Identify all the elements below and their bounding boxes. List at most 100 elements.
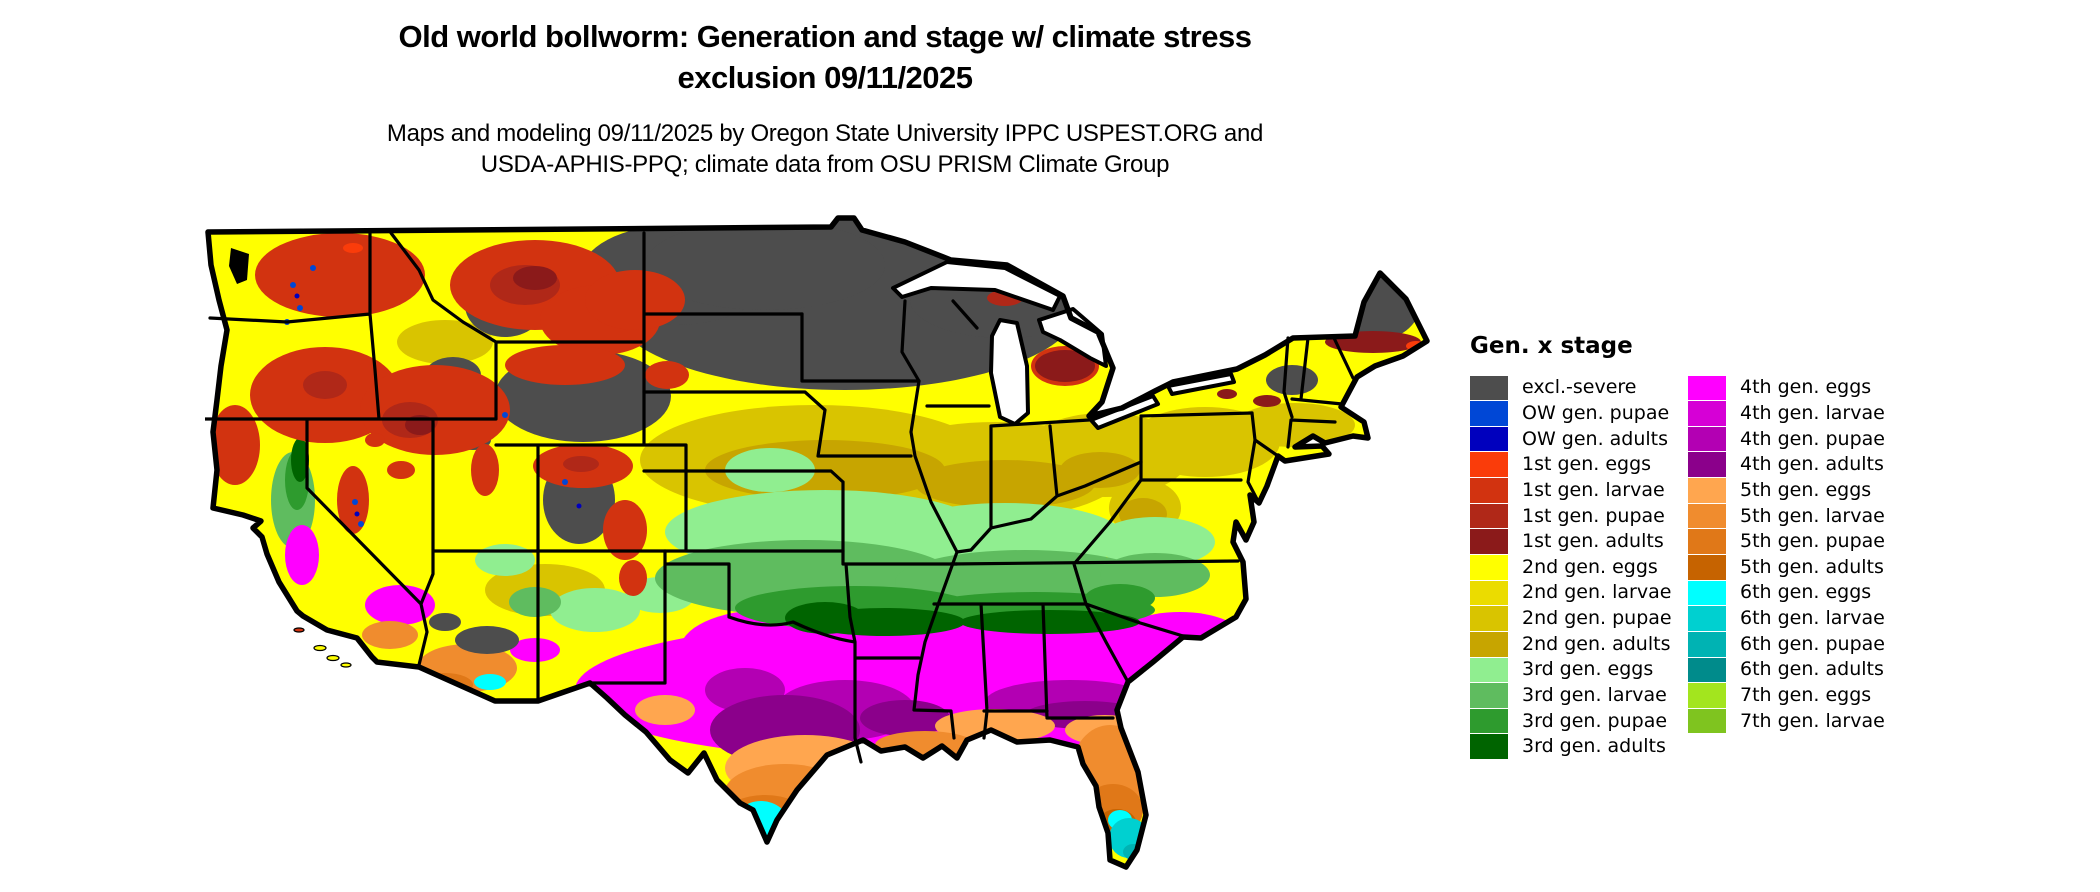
map-region-blob <box>576 503 582 509</box>
legend-label: 4th gen. pupae <box>1740 427 1885 450</box>
legend-label: 6th gen. adults <box>1740 658 1884 681</box>
legend-swatch <box>1688 606 1726 631</box>
map-region-blob <box>935 709 1055 743</box>
legend-swatch <box>1688 375 1726 401</box>
legend-label: 3rd gen. larvae <box>1522 684 1667 706</box>
legend-item: 2nd gen. eggs <box>1470 554 1688 580</box>
map-region-blob <box>509 587 561 617</box>
legend-item: 2nd gen. adults <box>1470 631 1688 657</box>
legend-label: 5th gen. adults <box>1740 555 1884 578</box>
state-border-lines-northeast <box>1246 336 1355 505</box>
state-border-lines-midwest <box>900 299 1143 740</box>
map-region-blob <box>362 621 418 649</box>
map-region-blob <box>1095 517 1215 567</box>
legend-swatch <box>1470 478 1508 503</box>
map-region-blob <box>513 266 557 290</box>
map-region-blob <box>1235 403 1355 447</box>
legend-item: OW gen. pupae <box>1470 401 1688 427</box>
legend-item: 1st gen. eggs <box>1470 452 1688 478</box>
map-region-blob <box>1060 452 1140 488</box>
map-region-blob <box>297 305 303 311</box>
legend-item: 1st gen. pupae <box>1470 503 1688 529</box>
legend-item: 5th gen. pupae <box>1688 529 1885 555</box>
map-region-blob <box>310 265 316 271</box>
lake-ontario <box>1166 372 1236 396</box>
map-region-blob <box>550 588 640 632</box>
map-region-blob <box>210 405 260 485</box>
legend-item: 4th gen. pupae <box>1688 426 1885 452</box>
conus-outline <box>205 215 1430 870</box>
legend-label: 2nd gen. larvae <box>1522 581 1672 604</box>
map-raster-layers <box>208 218 1427 884</box>
page-title: Old world bollworm: Generation and stage… <box>0 16 1650 98</box>
legend-item: 4th gen. larvae <box>1688 401 1885 427</box>
legend-item: 4th gen. adults <box>1688 452 1885 478</box>
legend-item: 4th gen. eggs <box>1688 375 1885 401</box>
subtitle-line-1: Maps and modeling 09/11/2025 by Oregon S… <box>386 120 1264 147</box>
island <box>293 627 305 633</box>
legend-swatch <box>1688 580 1726 606</box>
title-line-2: exclusion 09/11/2025 <box>677 60 973 95</box>
legend-swatch <box>1688 631 1726 657</box>
legend-label: 1st gen. adults <box>1522 530 1664 553</box>
legend-swatch <box>1688 478 1726 503</box>
map-region-blob <box>1108 875 1114 881</box>
lake-huron <box>1037 307 1108 368</box>
map-region-blob <box>290 282 296 288</box>
legend-label: 6th gen. larvae <box>1740 607 1885 630</box>
legend-label: 3rd gen. adults <box>1522 735 1666 758</box>
legend-item: 3rd gen. eggs <box>1470 657 1688 683</box>
legend-label: 5th gen. pupae <box>1740 530 1885 553</box>
map-region-blob <box>585 270 685 330</box>
map-layer-7th-gen-keys <box>1091 869 1122 884</box>
map-region-blob <box>358 521 364 527</box>
legend-swatch <box>1470 503 1508 529</box>
legend-columns: excl.-severe OW gen. pupae OW gen. adults 1… <box>1470 375 1885 760</box>
legend-label: 5th gen. eggs <box>1740 478 1872 501</box>
legend-swatch <box>1470 734 1508 760</box>
map-region-blob <box>1253 395 1281 407</box>
legend-title: Gen. x stage <box>1470 333 1633 359</box>
legend-item: 5th gen. eggs <box>1688 478 1885 504</box>
map-region-blob <box>285 525 319 585</box>
map-region-blob <box>510 638 560 662</box>
lake-michigan <box>989 318 1030 426</box>
legend-swatch <box>1470 631 1508 657</box>
legend-label: 2nd gen. adults <box>1522 632 1671 655</box>
legend-item: 2nd gen. pupae <box>1470 606 1688 632</box>
map-region-blob <box>387 461 415 479</box>
map-region-blob <box>303 371 347 399</box>
map-region-blob <box>1035 350 1095 382</box>
legend-item: excl.-severe <box>1470 375 1688 401</box>
legend-swatch <box>1688 555 1726 580</box>
us-map <box>205 215 1430 884</box>
legend-item: 3rd gen. adults <box>1470 734 1688 760</box>
map-region-blob <box>354 511 360 517</box>
map-region-blob <box>429 613 461 631</box>
puget-sound <box>229 248 249 284</box>
legend-swatch <box>1688 452 1726 478</box>
map-region-blob <box>563 456 599 472</box>
great-lakes <box>891 260 1236 430</box>
map-region-blob <box>294 293 300 299</box>
map-region-blob <box>1085 584 1155 612</box>
legend-label: 3rd gen. pupae <box>1522 709 1668 732</box>
legend-swatch <box>1470 529 1508 554</box>
subtitle: Maps and modeling 09/11/2025 by Oregon S… <box>0 118 1650 180</box>
map-region-blob <box>365 585 435 625</box>
legend-column-2: 4th gen. eggs 4th gen. larvae 4th gen. pup… <box>1688 375 1885 760</box>
map-region-blob <box>645 361 689 389</box>
legend-swatch <box>1470 606 1508 631</box>
legend-label: 7th gen. larvae <box>1740 709 1885 732</box>
legend-swatch <box>1470 683 1508 708</box>
legend-item: OW gen. adults <box>1470 426 1688 452</box>
legend-swatch <box>1688 708 1726 734</box>
map-region-blob <box>455 626 519 654</box>
legend-label: 7th gen. eggs <box>1740 684 1872 706</box>
legend-swatch <box>1688 426 1726 452</box>
legend-swatch <box>1688 401 1726 426</box>
map-region-blob <box>1098 871 1104 877</box>
legend-swatch <box>1470 401 1508 426</box>
legend-label: OW gen. pupae <box>1522 401 1670 424</box>
